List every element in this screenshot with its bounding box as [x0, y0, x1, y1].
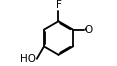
Text: HO: HO [20, 54, 36, 64]
Text: O: O [84, 25, 92, 35]
Text: F: F [56, 0, 61, 10]
